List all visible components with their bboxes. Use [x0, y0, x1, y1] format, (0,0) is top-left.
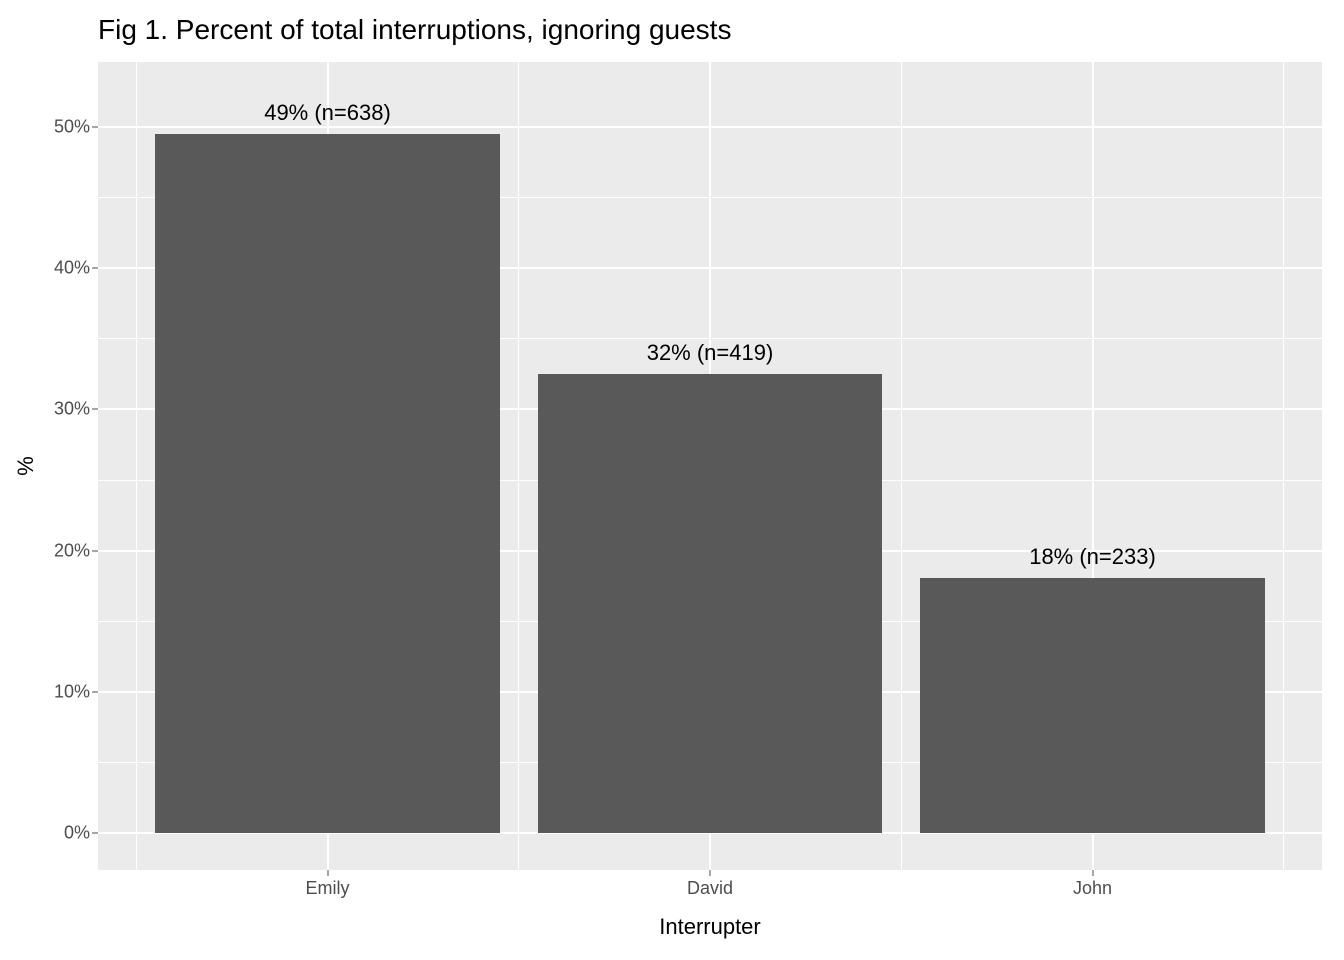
x-axis-title: Interrupter: [659, 914, 761, 940]
plot-panel: 49% (n=638)32% (n=419)18% (n=233)0%10%20…: [98, 62, 1322, 870]
y-tick-label: 20%: [54, 540, 98, 561]
y-tick-label: 50%: [54, 116, 98, 137]
gridline-v-minor: [136, 62, 137, 870]
gridline-v-minor: [1283, 62, 1284, 870]
interruptions-bar-chart: Fig 1. Percent of total interruptions, i…: [0, 0, 1344, 960]
bar-value-label: 32% (n=419): [647, 340, 774, 366]
y-tick-label: 10%: [54, 682, 98, 703]
bar-value-label: 49% (n=638): [264, 100, 391, 126]
y-tick-label: 40%: [54, 258, 98, 279]
y-tick-label: 0%: [64, 823, 98, 844]
gridline-v-minor: [901, 62, 902, 870]
bar-value-label: 18% (n=233): [1029, 544, 1156, 570]
gridline-v-minor: [518, 62, 519, 870]
x-tick-label: John: [1073, 870, 1112, 899]
bar: [920, 578, 1264, 834]
x-tick-label: David: [687, 870, 733, 899]
y-axis-title: %: [13, 456, 39, 476]
x-tick-label: Emily: [306, 870, 350, 899]
bar: [538, 374, 882, 833]
chart-title: Fig 1. Percent of total interruptions, i…: [98, 14, 731, 46]
y-tick-label: 30%: [54, 399, 98, 420]
bar: [155, 134, 499, 833]
